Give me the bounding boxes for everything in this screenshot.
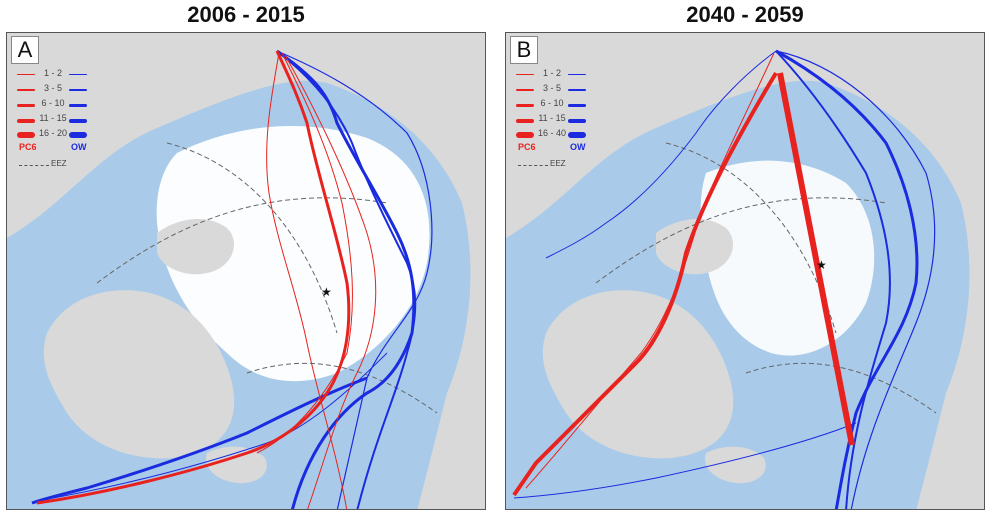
legend-class-label: 6 - 10 [540,98,564,108]
canadian-archipelago [656,218,734,275]
ow-swatch [568,104,586,107]
legend-row: 1 - 2 [512,67,622,82]
legend-row: PC6 OW [512,142,622,157]
legend-row: 11 - 15 [512,112,622,127]
ow-swatch [69,104,87,107]
legend-class-label: 1 - 2 [43,68,62,78]
legend-class-label: 11 - 15 [538,113,566,123]
legend-class-label: 16 - 40 [537,128,567,138]
pc6-swatch [516,132,534,138]
pc6-swatch [17,132,35,138]
ow-swatch [69,74,87,75]
ow-swatch [568,119,586,123]
legend-class-label: 6 - 10 [41,98,65,108]
legend-panel-b: 1 - 2 3 - 5 6 - 10 11 - 15 16 - 40 PC6 OW… [512,67,622,177]
ow-label: OW [570,142,586,152]
eez-legend: EEZ [17,159,77,169]
panel-b-title: 2040 - 2059 [686,2,804,27]
eez-label: EEZ [51,159,67,168]
ow-swatch [69,132,87,138]
eez-swatch [518,165,548,166]
legend-row: 3 - 5 [512,82,622,97]
legend-row: 16 - 40 [512,127,622,142]
legend-row: PC6 OW [13,142,123,157]
eez-label: EEZ [550,159,566,168]
pc6-swatch [516,74,534,75]
ow-routes [31,49,433,509]
legend-row: 3 - 5 [13,82,123,97]
legend-row: EEZ [13,157,123,177]
legend-class-label: 16 - 20 [38,128,68,138]
eez-swatch [19,165,49,166]
legend-row: 6 - 10 [512,97,622,112]
legend-row: 16 - 20 [13,127,123,142]
north-pole-star-icon: ★ [816,258,827,272]
legend-row: EEZ [512,157,622,177]
legend-row: 6 - 10 [13,97,123,112]
map-a-canvas: ★ [7,33,485,509]
legend-class-label: 3 - 5 [542,83,561,93]
pc6-swatch [17,74,35,75]
transpolar-pc6-route [777,72,855,446]
legend-class-label: 3 - 5 [43,83,62,93]
pc6-swatch [17,104,35,107]
legend-row: 11 - 15 [13,112,123,127]
eez-legend: EEZ [516,159,576,169]
pc6-swatch [516,119,534,123]
panel-b-letter: B [510,36,538,64]
legend-class-label: 1 - 2 [542,68,561,78]
greenland [43,290,235,459]
iceland [206,446,267,484]
eez-boundaries [96,142,438,414]
ow-swatch [568,132,586,138]
pc6-label: PC6 [19,142,37,152]
map-panel-a: ★ A 1 - 2 3 - 5 6 - 10 11 - 15 16 - 20 P… [6,32,486,510]
pc6-routes [512,52,855,497]
pc6-swatch [17,119,35,123]
pc6-swatch [17,89,35,91]
pc6-routes [36,50,377,509]
map-panel-b: ★ B 1 - 2 3 - 5 6 - 10 11 - 15 16 - 40 P… [505,32,985,510]
legend-row: 1 - 2 [13,67,123,82]
ow-swatch [69,89,87,91]
ow-swatch [568,74,586,75]
pc6-swatch [516,104,534,107]
panel-a-title: 2006 - 2015 [187,2,305,27]
ow-label: OW [71,142,87,152]
legend-class-label: 11 - 15 [39,113,67,123]
pc6-swatch [516,89,534,91]
ow-swatch [568,89,586,91]
sea-ice-cover [700,160,875,356]
map-b-canvas: ★ [506,33,984,509]
sea-ice-cover [156,126,430,382]
legend-panel-a: 1 - 2 3 - 5 6 - 10 11 - 15 16 - 20 PC6 OW… [13,67,123,177]
north-pole-star-icon: ★ [321,285,332,299]
panel-a-letter: A [11,36,39,64]
canadian-archipelago [157,218,235,275]
greenland [542,290,734,459]
pc6-label: PC6 [518,142,536,152]
ow-swatch [69,119,87,123]
